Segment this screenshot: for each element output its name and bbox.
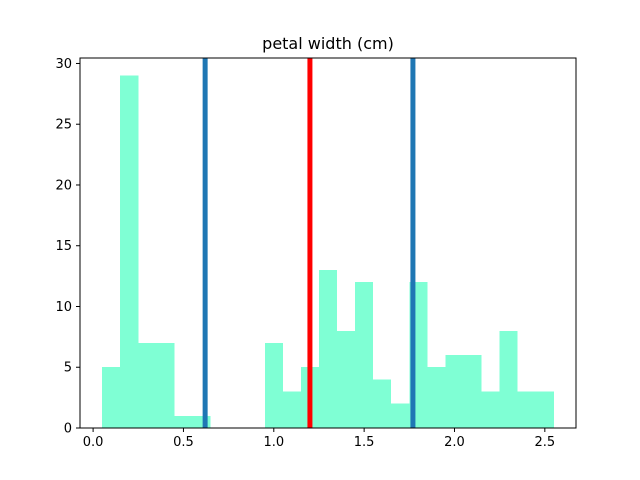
histogram-bar-13 — [337, 330, 356, 428]
histogram-bar-23 — [517, 391, 536, 428]
histogram-bar-18 — [427, 367, 446, 428]
x-tick-label-0: 0.0 — [83, 435, 104, 450]
x-tick-label-3: 1.5 — [354, 435, 375, 450]
y-tick-label-6: 30 — [55, 57, 72, 72]
histogram-bar-9 — [264, 342, 283, 428]
x-tick-label-4: 2.0 — [444, 435, 465, 450]
histogram-bar-5 — [192, 415, 211, 428]
histogram-bar-20 — [463, 355, 482, 428]
y-tick-label-0: 0 — [64, 422, 72, 437]
x-tick-label-2: 1.0 — [263, 435, 284, 450]
histogram-bar-1 — [120, 75, 139, 428]
histogram-bar-3 — [156, 342, 175, 428]
histogram-bar-14 — [355, 282, 374, 428]
chart-title: petal width (cm) — [262, 34, 394, 53]
histogram-bar-12 — [318, 270, 338, 428]
histogram-bar-10 — [282, 391, 301, 428]
y-tick-label-1: 5 — [64, 361, 72, 376]
histogram-bar-21 — [481, 391, 500, 428]
bars-group — [102, 75, 554, 428]
y-tick-label-4: 20 — [55, 178, 72, 193]
y-tick-label-5: 25 — [55, 118, 72, 133]
x-tick-label-1: 0.5 — [173, 435, 194, 450]
histogram-bar-22 — [499, 330, 518, 428]
histogram-bar-24 — [535, 391, 554, 428]
y-axis: 0 5 10 15 20 25 30 — [55, 57, 80, 437]
histogram-bar-19 — [445, 355, 464, 428]
y-tick-label-3: 15 — [55, 239, 72, 254]
histogram-bar-16 — [391, 403, 410, 428]
histogram-bar-0 — [102, 367, 121, 428]
histogram-bar-15 — [373, 379, 392, 428]
histogram-bar-2 — [138, 342, 157, 428]
plot-frame — [79, 57, 577, 429]
histogram-bar-4 — [174, 415, 193, 428]
x-tick-label-5: 2.5 — [534, 435, 555, 450]
reference-lines-group — [202, 58, 416, 428]
y-tick-label-2: 10 — [55, 300, 72, 315]
x-axis: 0.0 0.5 1.0 1.5 2.0 2.5 — [83, 428, 555, 450]
